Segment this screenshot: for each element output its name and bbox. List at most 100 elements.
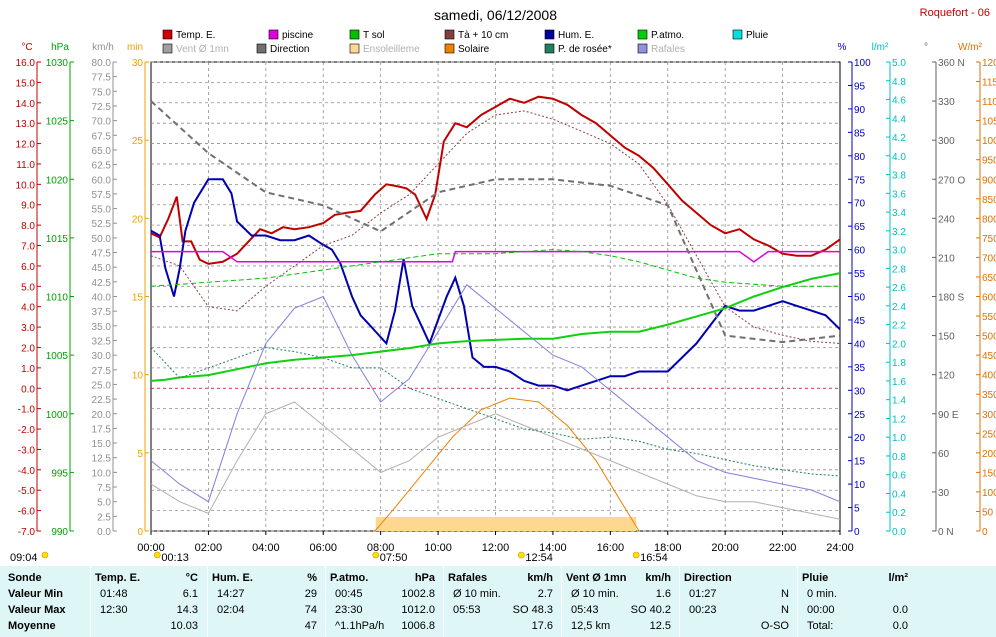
axis-tick-label: 25.0: [92, 380, 112, 391]
legend-swatch: [637, 29, 648, 40]
table-header: Rafales: [448, 572, 488, 584]
series-temp-e: [150, 95, 841, 265]
table-cell-value: 29: [304, 588, 317, 600]
axis-tick-label: 60: [854, 246, 866, 257]
axis-tick-label: 8.0: [21, 221, 35, 232]
table-header-unit: °C: [185, 572, 198, 584]
axis-tick-label: 57.5: [92, 190, 112, 201]
table-header: Temp. E.: [95, 572, 141, 584]
table-cell-left: Ø 10 min.: [453, 588, 501, 600]
table-separator: [797, 566, 798, 637]
table-cell-left: 05:43: [571, 604, 599, 616]
axis-tick-label: 1.0: [892, 433, 906, 444]
x-tick-label: 06:00: [309, 542, 337, 554]
table-separator: [443, 566, 444, 637]
axis-tick-label: 55.0: [92, 205, 112, 216]
axis-tick-label: 40: [854, 339, 866, 350]
table-separator: [325, 566, 326, 637]
axis-tick-label: 1015: [46, 234, 69, 245]
x-tick-label: 22:00: [769, 542, 797, 554]
legend-label: Vent Ø 1mn: [176, 44, 229, 55]
axis-tick-label: 67.5: [92, 131, 112, 142]
axis-tick-label: 5.0: [892, 58, 906, 69]
axis-tick-label: 3.4: [892, 208, 906, 219]
axis-tick-label: 2.0: [21, 343, 35, 354]
event-marker: [518, 551, 525, 559]
axis-tick-label: 150: [938, 332, 955, 343]
axis-tick-label: 3.6: [892, 189, 906, 200]
axis-tick-label: 70: [854, 199, 866, 210]
x-tick-label: 24:00: [826, 542, 854, 554]
axis-tick-label: 300: [938, 136, 955, 147]
series-p-de-ros-e: [150, 346, 841, 477]
legend-swatch: [544, 29, 555, 40]
axis-tick-label: 1030: [46, 58, 69, 69]
axis-tick-label: 42.5: [92, 278, 112, 289]
axis-tick-label: 15.0: [16, 78, 36, 89]
x-tick-label: 12:00: [482, 542, 510, 554]
axis-tick-label: 60.0: [92, 175, 112, 186]
axis-tick-label: 70.0: [92, 117, 112, 128]
axis-tick-label: 90: [854, 105, 866, 116]
x-tick-label: 18:00: [654, 542, 682, 554]
table-header-unit: l/m²: [888, 572, 908, 584]
table-separator: [679, 566, 680, 637]
axis-tick-label: 30: [854, 386, 866, 397]
legend-label: P.atmo.: [651, 30, 684, 41]
table-cell-left: Total:: [807, 620, 834, 632]
table-cell-value: 1002.8: [401, 588, 435, 600]
axis-tick-label: 80: [854, 152, 866, 163]
legend-label: T sol: [363, 30, 385, 41]
table-header-unit: %: [307, 572, 317, 584]
event-marker: [154, 551, 161, 559]
axis-tick-label: 1025: [46, 117, 69, 128]
legend-label: Ensoleilleme: [363, 44, 420, 55]
legend-swatch: [444, 43, 455, 54]
legend-label: Direction: [270, 44, 309, 55]
legend-swatch: [349, 29, 360, 40]
table-cell-left: 02:04: [217, 604, 245, 616]
series-rafales: [150, 284, 841, 503]
axis-tick-label: 1000: [982, 136, 996, 147]
x-tick-label: 08:00: [367, 542, 395, 554]
table-separator: [90, 566, 91, 637]
axis-tick-label: 65.0: [92, 146, 112, 157]
table-cell-value: 12.5: [649, 620, 671, 632]
event-label: 12:54: [525, 552, 553, 564]
legend-label: Hum. E.: [558, 30, 594, 41]
axis-tick-label: 4.0: [892, 152, 906, 163]
axis-tick-label: 45: [854, 316, 866, 327]
axis-unit: min: [127, 42, 143, 53]
table-row-label: Valeur Min: [8, 588, 64, 600]
axis-tick-label: 1.4: [892, 396, 906, 407]
axis-tick-label: 3.0: [21, 323, 35, 334]
axis-tick-label: 65: [854, 222, 866, 233]
axis-tick-label: 0.0: [97, 527, 111, 538]
axis-tick-label: -4.0: [18, 466, 36, 477]
axis-tick-label: 37.5: [92, 307, 112, 318]
axis-tick-label: 900: [982, 175, 996, 186]
series-direction: [150, 100, 841, 344]
axis-tick-label: 450: [982, 351, 996, 362]
axis-tick-label: 5: [854, 504, 860, 515]
axis-tick-label: 13.0: [16, 119, 36, 130]
legend-swatch: [637, 43, 648, 54]
axis-tick-label: 250: [982, 429, 996, 440]
table-cell-value: 17.6: [531, 620, 553, 632]
table-separator: [207, 566, 208, 637]
axis-tick-label: 1020: [46, 175, 69, 186]
legend-label: Temp. E.: [176, 30, 215, 41]
axis-tick-label: 77.5: [92, 73, 112, 84]
axis-tick-label: 3.0: [892, 246, 906, 257]
series-piscine: [151, 250, 840, 263]
legend-swatch: [162, 43, 173, 54]
axis-tick-label: 2.4: [892, 302, 906, 313]
table-cell-value: 1012.0: [401, 604, 435, 616]
table-cell-value: SO 40.2: [630, 604, 671, 616]
axis-tick-label: 85: [854, 128, 866, 139]
axis-tick-label: 9.0: [21, 201, 35, 212]
legend-swatch: [444, 29, 455, 40]
axis-tick-label: 90 E: [938, 410, 959, 421]
legend-swatch: [162, 29, 173, 40]
